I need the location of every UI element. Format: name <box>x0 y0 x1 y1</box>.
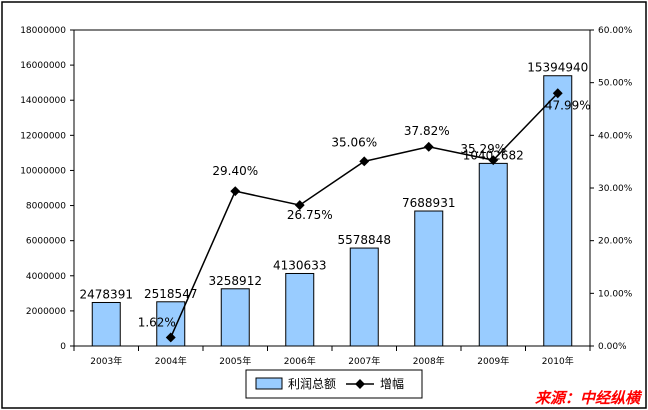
left-y-axis: 0 2000000 4000000 6000000 8000000 10000000 120… <box>20 26 74 352</box>
right-y-tick-label: 40.00% <box>598 131 633 141</box>
line-marker <box>423 141 434 152</box>
bar <box>349 247 379 347</box>
x-tick-label: 2007年 <box>348 355 380 367</box>
x-tick-label: 2009年 <box>477 355 509 367</box>
line-value-label: 29.40% <box>212 164 258 178</box>
bar-series <box>91 75 573 347</box>
source-note: 来源：中经纵横 <box>534 389 640 407</box>
bar-value-label: 2478391 <box>80 287 133 301</box>
bar-value-label: 5578848 <box>338 233 391 247</box>
line-marker <box>359 156 370 167</box>
bar <box>543 75 573 347</box>
line-marker <box>294 200 305 211</box>
left-y-tick-label: 14000000 <box>20 96 66 106</box>
line-value-label: 26.75% <box>287 208 333 222</box>
right-y-tick-label: 0.00% <box>598 342 627 352</box>
bar <box>414 210 444 347</box>
line-marker <box>230 186 241 197</box>
line-value-label: 37.82% <box>404 124 450 138</box>
x-tick-label: 2008年 <box>413 355 445 367</box>
left-y-tick-label: 0 <box>60 342 66 352</box>
line-value-label: 47.99% <box>545 98 591 112</box>
right-y-tick-label: 10.00% <box>598 289 633 299</box>
line-data-labels: 1.62% 29.40% 26.75% 35.06% 37.82% 35.29% 47.99… <box>138 98 591 329</box>
right-y-tick-label: 30.00% <box>598 184 633 194</box>
right-y-axis: 0.00% 10.00% 20.00% 30.00% 40.00% 50.00% 60.00… <box>590 26 633 352</box>
legend-line-label: 增幅 <box>380 376 404 391</box>
right-y-tick-label: 60.00% <box>598 26 633 36</box>
legend-bar-swatch <box>255 377 283 390</box>
left-y-tick-label: 12000000 <box>20 131 66 141</box>
legend: 利润总额 增幅 <box>245 369 423 399</box>
right-y-tick-label: 20.00% <box>598 237 633 247</box>
line-series <box>165 88 563 343</box>
x-tick-label: 2005年 <box>219 355 251 367</box>
line-value-label: 1.62% <box>138 315 176 329</box>
x-axis: 2003年 2004年 2005年 2006年 2007年 2008年 2009年 2010年 <box>73 346 591 367</box>
bar <box>478 162 508 347</box>
right-y-tick-label: 50.00% <box>598 79 633 89</box>
line-marker <box>488 155 499 166</box>
left-y-tick-label: 10000000 <box>20 166 66 176</box>
bar <box>220 288 250 347</box>
line-value-label: 35.29% <box>460 142 506 156</box>
x-tick-label: 2010年 <box>542 355 574 367</box>
line-value-label: 35.06% <box>331 135 377 149</box>
bar-value-label: 7688931 <box>402 196 455 210</box>
left-y-tick-label: 4000000 <box>26 272 66 282</box>
left-y-tick-label: 2000000 <box>26 307 66 317</box>
left-y-tick-label: 18000000 <box>20 26 66 36</box>
left-y-tick-label: 6000000 <box>26 237 66 247</box>
bar <box>285 272 315 347</box>
bar <box>91 301 121 347</box>
left-y-tick-label: 8000000 <box>26 202 66 212</box>
x-tick-label: 2003年 <box>90 355 122 367</box>
bar-value-label: 4130633 <box>273 258 326 272</box>
bar-value-label: 3258912 <box>209 274 262 288</box>
legend-bar-label: 利润总额 <box>288 377 336 391</box>
x-tick-label: 2004年 <box>155 355 187 367</box>
bar-value-label: 2518547 <box>144 287 197 301</box>
left-y-tick-label: 16000000 <box>20 61 66 71</box>
bar-data-labels: 2478391 2518547 3258912 4130633 5578848 76889… <box>80 61 589 302</box>
x-tick-label: 2006年 <box>284 355 316 367</box>
line-marker <box>552 88 563 99</box>
bar-value-label: 15394940 <box>527 61 588 75</box>
line-marker <box>165 332 176 343</box>
legend-line-marker <box>355 379 365 389</box>
